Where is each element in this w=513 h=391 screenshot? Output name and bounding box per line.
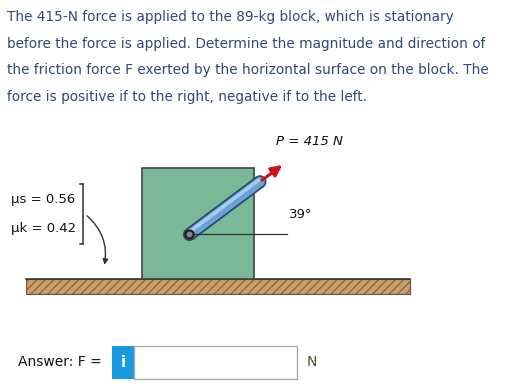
Text: The 415-N force is applied to the 89-kg block, which is stationary: The 415-N force is applied to the 89-kg … [7, 11, 454, 24]
Text: P = 415 N: P = 415 N [276, 135, 343, 148]
Text: force is positive if to the right, negative if to the left.: force is positive if to the right, negat… [7, 90, 367, 104]
Bar [26, 279, 409, 294]
FancyBboxPatch shape [112, 346, 134, 379]
Text: before the force is applied. Determine the magnitude and direction of: before the force is applied. Determine t… [7, 37, 485, 51]
Text: Answer: F =: Answer: F = [18, 355, 102, 369]
Bar [142, 168, 253, 279]
Text: the friction force F exerted by the horizontal surface on the block. The: the friction force F exerted by the hori… [7, 63, 489, 77]
Text: i: i [121, 355, 126, 370]
FancyBboxPatch shape [134, 346, 297, 379]
Text: N: N [307, 355, 318, 369]
Circle shape [185, 230, 194, 239]
Circle shape [187, 232, 192, 237]
Text: μs = 0.56: μs = 0.56 [11, 193, 75, 206]
Bar [26, 279, 409, 294]
Text: 39°: 39° [289, 208, 313, 221]
Text: μk = 0.42: μk = 0.42 [11, 222, 76, 235]
